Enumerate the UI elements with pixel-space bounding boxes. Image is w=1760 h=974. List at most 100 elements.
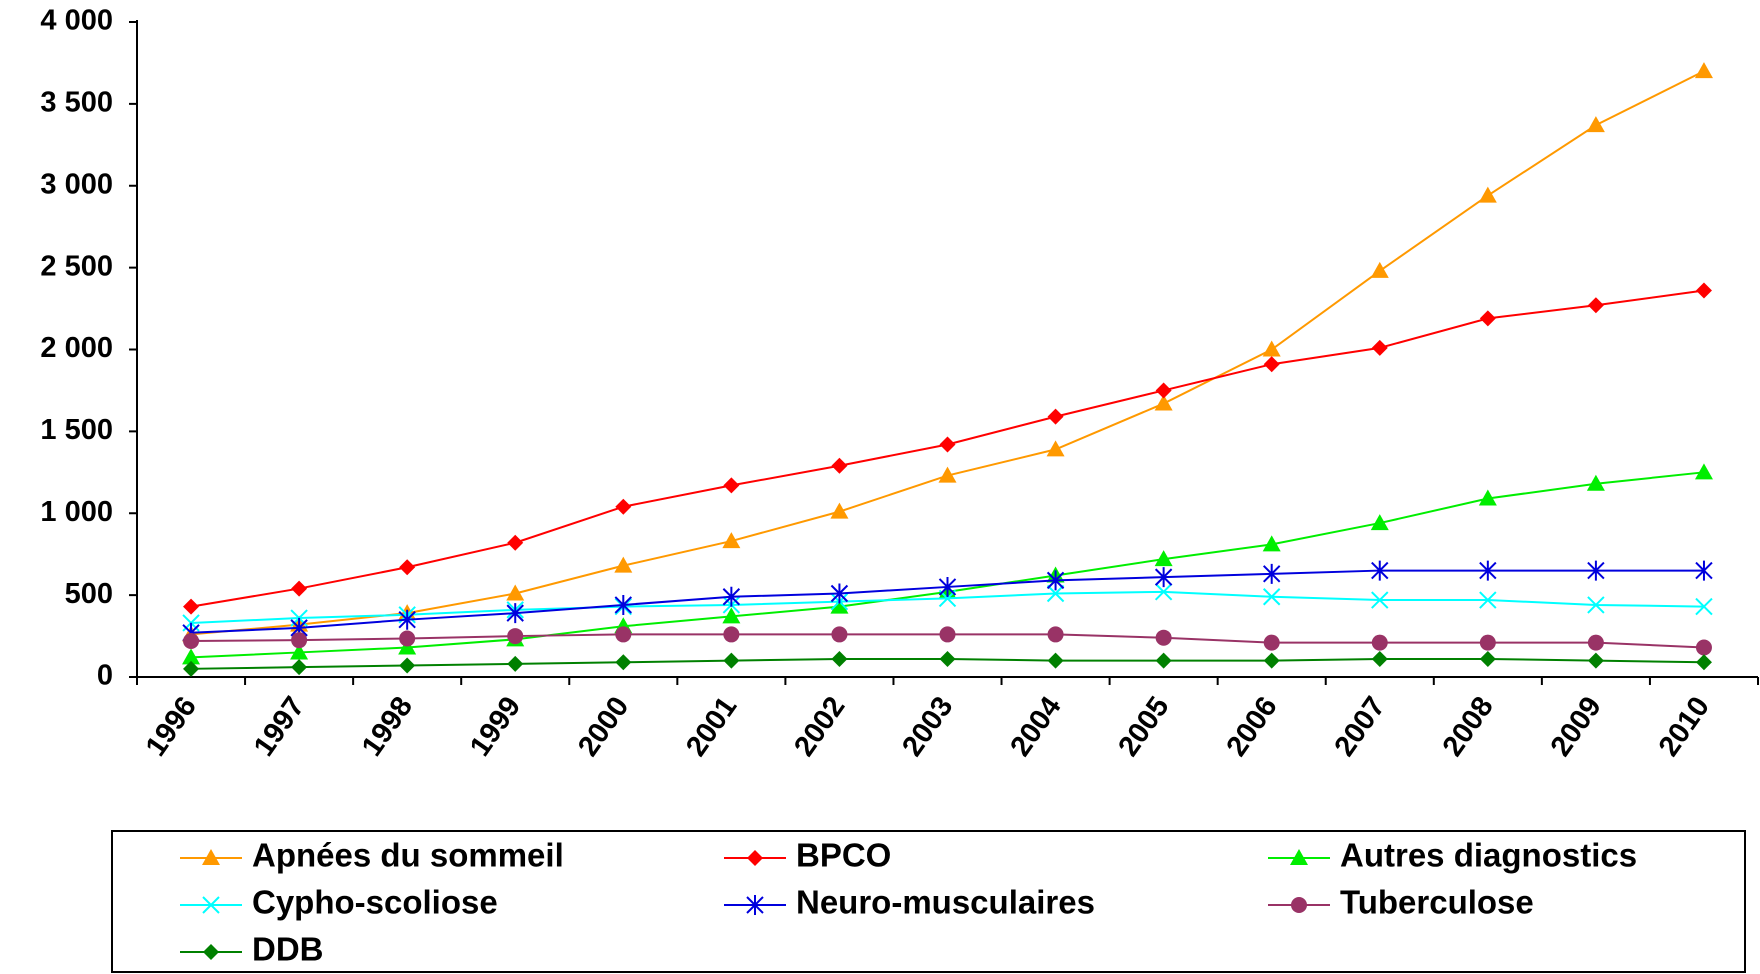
marker [1263, 356, 1280, 373]
marker [831, 650, 848, 667]
marker [1154, 394, 1173, 411]
marker [183, 632, 200, 649]
marker [1695, 639, 1712, 656]
marker [1479, 650, 1496, 667]
marker [183, 660, 200, 677]
marker [1694, 62, 1713, 79]
marker [1371, 591, 1389, 609]
marker [722, 607, 741, 624]
marker [1154, 550, 1173, 567]
marker [615, 654, 632, 671]
marker [1047, 626, 1064, 643]
x-tick-label: 2004 [1004, 691, 1067, 762]
marker [1478, 186, 1497, 203]
marker [182, 648, 201, 665]
marker [830, 597, 849, 614]
marker [614, 556, 633, 573]
x-tick-label: 2005 [1112, 691, 1175, 762]
marker [183, 598, 200, 615]
marker [1371, 339, 1388, 356]
x-tick-label: 2003 [896, 691, 959, 762]
marker [747, 850, 763, 866]
legend-label: Tuberculose [1340, 884, 1534, 921]
marker [1291, 897, 1307, 913]
marker [1479, 634, 1496, 651]
marker [1262, 563, 1281, 584]
marker [290, 643, 309, 660]
marker [723, 626, 740, 643]
x-tick-label: 2007 [1329, 691, 1392, 762]
marker [1586, 474, 1605, 491]
marker [399, 559, 416, 576]
legend: Apnées du sommeil BPCO Autres diagnostics C… [180, 837, 1637, 968]
series-line [190, 70, 1705, 636]
x-tick-label: 2002 [788, 691, 851, 762]
marker [1262, 535, 1281, 552]
marker [1479, 591, 1497, 609]
marker [939, 650, 956, 667]
marker [203, 944, 219, 960]
marker [831, 626, 848, 643]
legend-label: BPCO [796, 837, 891, 874]
marker [1371, 560, 1389, 581]
marker [722, 532, 741, 549]
marker [938, 576, 957, 597]
marker [1479, 560, 1497, 581]
y-tick-label: 3 000 [40, 168, 113, 200]
marker [1263, 634, 1280, 651]
marker [1047, 408, 1064, 425]
marker [398, 609, 416, 630]
marker [1478, 489, 1497, 506]
y-tick-label: 1 000 [40, 496, 113, 528]
marker [1155, 382, 1172, 399]
marker [1587, 652, 1604, 669]
x-tick-label: 2001 [680, 691, 743, 762]
marker [1047, 652, 1064, 669]
marker [1695, 282, 1712, 299]
legend-label: Neuro-musculaires [796, 884, 1095, 921]
marker [938, 466, 957, 483]
x-tick-label: 1998 [356, 691, 419, 762]
y-tick-label: 2 500 [40, 250, 113, 282]
legend-label: Autres diagnostics [1340, 837, 1637, 874]
marker [507, 628, 524, 645]
marker [202, 849, 220, 865]
marker [398, 638, 417, 655]
x-tick-label: 1996 [140, 691, 203, 762]
legend-box [111, 830, 1746, 973]
marker [1370, 261, 1389, 278]
marker [202, 896, 220, 914]
marker [615, 498, 632, 515]
legend-label: Apnées du sommeil [252, 837, 564, 874]
x-tick-label: 2009 [1545, 691, 1608, 762]
marker [1371, 634, 1388, 651]
marker [1695, 654, 1712, 671]
marker [1155, 629, 1172, 646]
x-tick-label: 2010 [1653, 691, 1716, 762]
marker [831, 457, 848, 474]
marker [723, 477, 740, 494]
y-tick-label: 3 500 [40, 87, 113, 119]
marker [506, 584, 525, 601]
marker [291, 659, 308, 676]
marker [1587, 297, 1604, 314]
x-tick-label: 2008 [1437, 691, 1500, 762]
marker [1695, 597, 1713, 616]
marker [722, 586, 741, 607]
y-tick-label: 1 500 [40, 414, 113, 446]
marker [1695, 560, 1713, 581]
marker [830, 502, 849, 519]
legend-label: Cypho-scoliose [252, 884, 498, 921]
marker [1370, 514, 1389, 531]
marker [507, 534, 524, 551]
marker [1154, 583, 1173, 601]
marker [1587, 634, 1604, 651]
marker [723, 652, 740, 669]
marker [1587, 560, 1605, 581]
x-tick-label: 1997 [248, 691, 311, 762]
marker [1290, 849, 1308, 865]
marker [939, 626, 956, 643]
marker [506, 603, 524, 624]
